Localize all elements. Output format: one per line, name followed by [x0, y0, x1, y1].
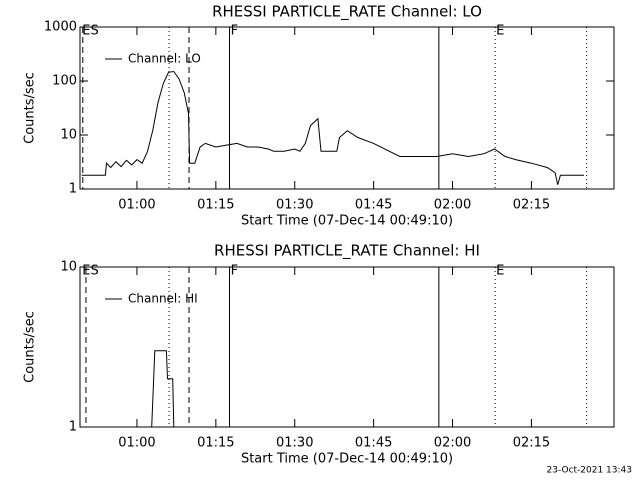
x-tick-label: 01:30: [276, 198, 313, 213]
x-tick-label: 02:00: [434, 436, 471, 451]
series-line: [151, 350, 175, 428]
y-axis-label: Counts/sec: [23, 72, 38, 144]
footer: 23-Oct-2021 13:43: [547, 466, 632, 476]
x-tick-label: 01:30: [276, 436, 313, 451]
y-tick-label: 100: [52, 74, 77, 89]
y-tick-label: 10: [60, 260, 77, 275]
annotation: E: [496, 264, 504, 279]
x-tick-label: 02:15: [513, 198, 550, 213]
annotation: F: [231, 264, 238, 279]
y-tick-label: 1: [69, 182, 77, 197]
annotation: F: [231, 24, 238, 39]
y-axis-label: Counts/sec: [23, 311, 38, 383]
x-tick-label: 02:15: [513, 436, 550, 451]
plot-frame: [79, 266, 615, 428]
legend-label: Channel: LO: [128, 52, 201, 66]
x-tick-label: 01:15: [197, 198, 234, 213]
x-axis-label: Start Time (07-Dec-14 00:49:10): [241, 214, 453, 229]
chart-title: RHESSI PARTICLE_RATE Channel: HI: [214, 242, 480, 261]
annotation: ES: [82, 24, 98, 39]
y-tick-label: 10: [60, 128, 77, 143]
x-tick-label: 01:00: [118, 198, 155, 213]
plot-frame: [79, 26, 615, 190]
y-tick-label: 1: [69, 420, 77, 435]
legend-label: Channel: HI: [128, 292, 198, 306]
x-tick-label: 01:15: [197, 436, 234, 451]
y-tick-label: 1000: [44, 20, 77, 35]
x-tick-label: 01:45: [355, 436, 392, 451]
x-axis-label: Start Time (07-Dec-14 00:49:10): [241, 452, 453, 467]
annotation: E: [496, 24, 504, 39]
x-tick-label: 01:00: [118, 436, 155, 451]
x-tick-label: 01:45: [355, 198, 392, 213]
chart-title: RHESSI PARTICLE_RATE Channel: LO: [212, 3, 482, 22]
annotation: ES: [82, 264, 98, 279]
series-line: [81, 70, 584, 185]
x-tick-label: 02:00: [434, 198, 471, 213]
